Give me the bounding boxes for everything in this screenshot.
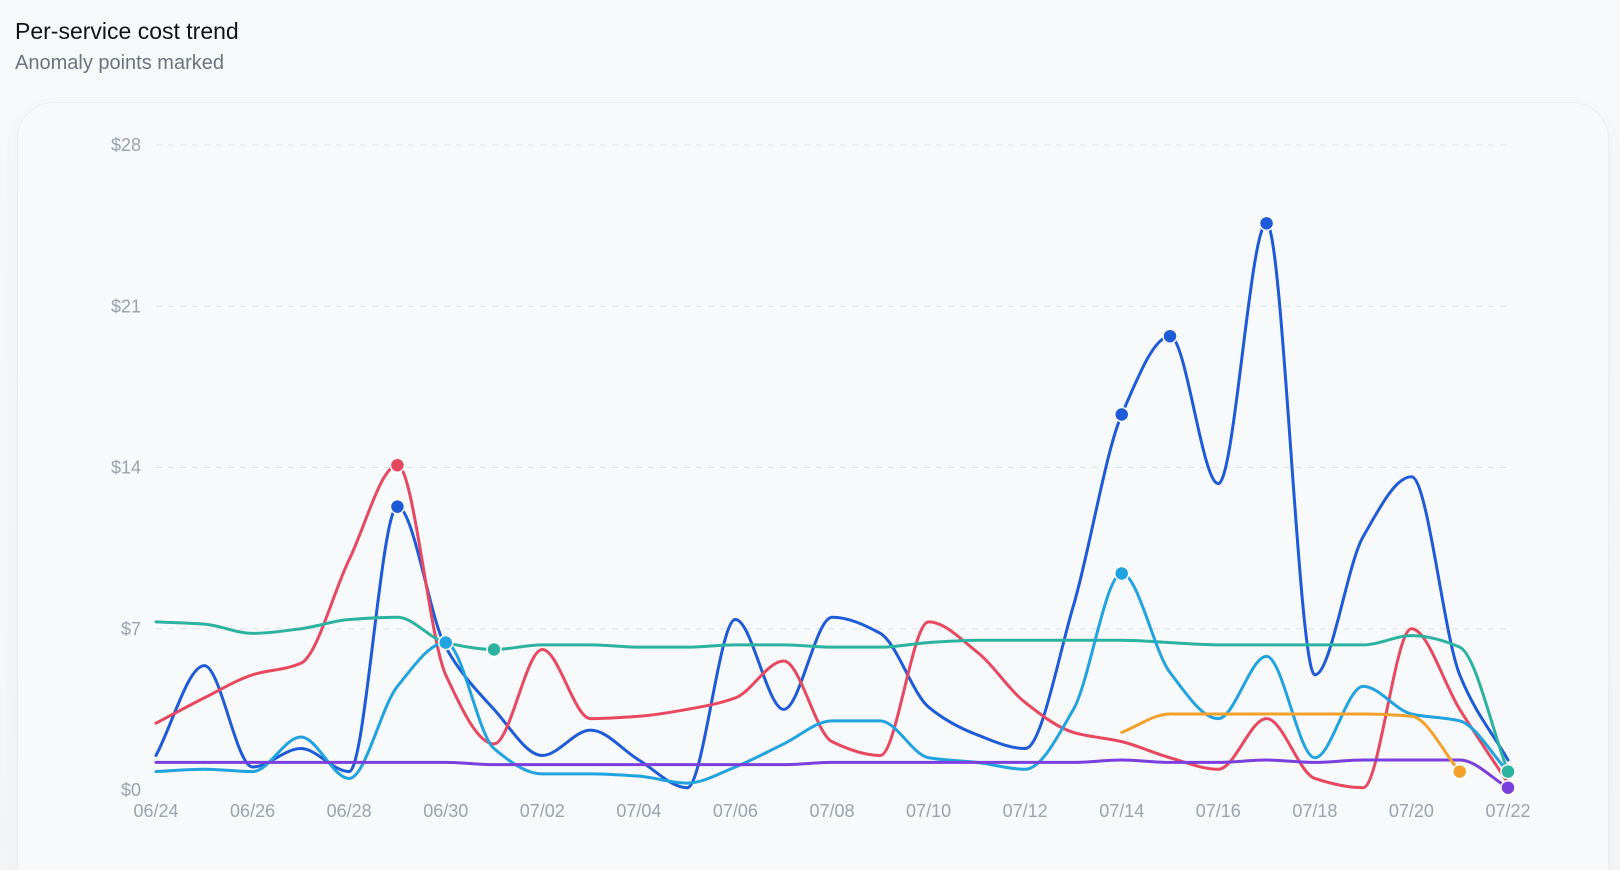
x-tick-label: 07/16 (1196, 801, 1241, 821)
x-tick-label: 06/24 (133, 801, 178, 821)
x-tick-label: 06/30 (423, 801, 468, 821)
y-axis-ticks: $0 $7 $14 $21 $28 (111, 135, 141, 800)
anomaly-point[interactable] (1500, 779, 1516, 796)
anomaly-point[interactable] (1500, 763, 1516, 780)
anomaly-points-layer (389, 215, 1516, 796)
y-tick-label: $14 (111, 458, 141, 478)
anomaly-point[interactable] (1113, 565, 1130, 582)
x-tick-label: 07/04 (616, 801, 661, 821)
x-tick-label: 07/22 (1485, 801, 1530, 821)
series-line-5 (154, 758, 1510, 790)
x-tick-label: 07/10 (906, 801, 951, 821)
y-tick-label: $28 (111, 135, 141, 155)
y-tick-label: $7 (121, 619, 141, 639)
series-line-4 (154, 571, 1510, 785)
anomaly-point[interactable] (437, 634, 454, 651)
anomaly-point[interactable] (1113, 406, 1130, 423)
series-line-3 (154, 615, 1510, 774)
grid-layer (156, 144, 1508, 630)
y-tick-label: $21 (111, 296, 141, 316)
series-layer (154, 221, 1510, 790)
series-line-6 (1120, 712, 1462, 774)
anomaly-point[interactable] (1258, 215, 1275, 232)
x-tick-label: 07/08 (809, 801, 854, 821)
x-tick-label: 07/18 (1292, 801, 1337, 821)
anomaly-point[interactable] (389, 498, 406, 515)
chart-card (18, 103, 1608, 870)
x-tick-label: 06/26 (230, 801, 275, 821)
x-tick-label: 07/02 (520, 801, 565, 821)
x-axis-ticks: 06/24 06/26 06/28 06/30 07/02 07/04 07/06 07/08… (133, 801, 1530, 821)
y-tick-label: $0 (121, 780, 141, 800)
anomaly-point[interactable] (486, 641, 502, 658)
x-tick-label: 07/14 (1099, 801, 1144, 821)
x-tick-label: 07/12 (1003, 801, 1048, 821)
series-line-1 (154, 221, 1510, 790)
x-tick-label: 06/28 (327, 801, 372, 821)
anomaly-point[interactable] (1162, 328, 1178, 344)
anomaly-point[interactable] (1451, 763, 1468, 780)
chart-title: Per-service cost trend (15, 18, 239, 44)
x-tick-label: 07/20 (1389, 801, 1434, 821)
x-tick-label: 07/06 (713, 801, 758, 821)
anomaly-point[interactable] (389, 457, 406, 473)
chart-subtitle: Anomaly points marked (15, 52, 224, 74)
